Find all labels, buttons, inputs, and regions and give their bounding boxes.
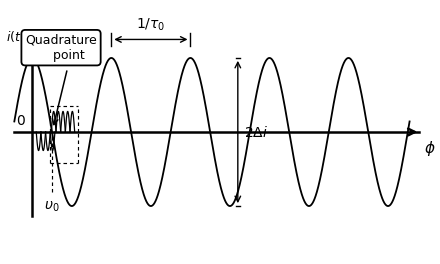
Text: $2\Delta i$: $2\Delta i$ [244,125,268,139]
Text: 0: 0 [16,114,25,128]
Text: Quadrature
    point: Quadrature point [25,34,97,62]
Text: $\upsilon_0$: $\upsilon_0$ [44,200,60,214]
Text: $i(t)$: $i(t)$ [6,29,25,44]
Text: $1/\tau_0$: $1/\tau_0$ [136,17,165,33]
Text: $\phi$: $\phi$ [424,139,436,158]
